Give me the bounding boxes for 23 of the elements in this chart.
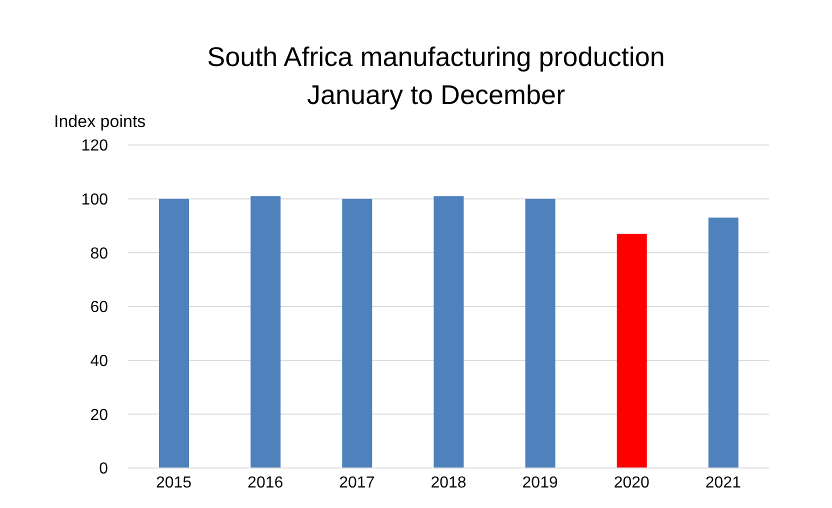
bar: [159, 198, 189, 468]
y-tick-label: 80: [90, 245, 108, 262]
bar: [250, 196, 281, 468]
y-tick-label: 20: [90, 406, 108, 424]
bar: [434, 196, 464, 468]
x-tick-label: 2018: [430, 474, 466, 492]
x-tick-label: 2019: [522, 474, 558, 492]
bar: [616, 234, 647, 468]
y-axis-title: Index points: [54, 112, 146, 132]
chart-title: South Africa manufacturing production January to December: [206, 41, 666, 110]
bar: [342, 198, 372, 468]
x-tick-label: 2017: [339, 474, 375, 492]
y-tick-label: 100: [81, 192, 108, 209]
bar: [525, 198, 556, 468]
bar: [708, 218, 738, 468]
x-tick-label: 2015: [156, 474, 192, 492]
y-tick-label: 40: [90, 353, 108, 370]
y-tick-label: 60: [90, 299, 108, 316]
y-tick-label: 0: [99, 460, 108, 478]
x-tick-label: 2020: [614, 474, 650, 492]
y-tick-label: 120: [81, 138, 108, 155]
x-tick-label: 2016: [248, 474, 284, 492]
x-tick-label: 2021: [705, 474, 742, 492]
